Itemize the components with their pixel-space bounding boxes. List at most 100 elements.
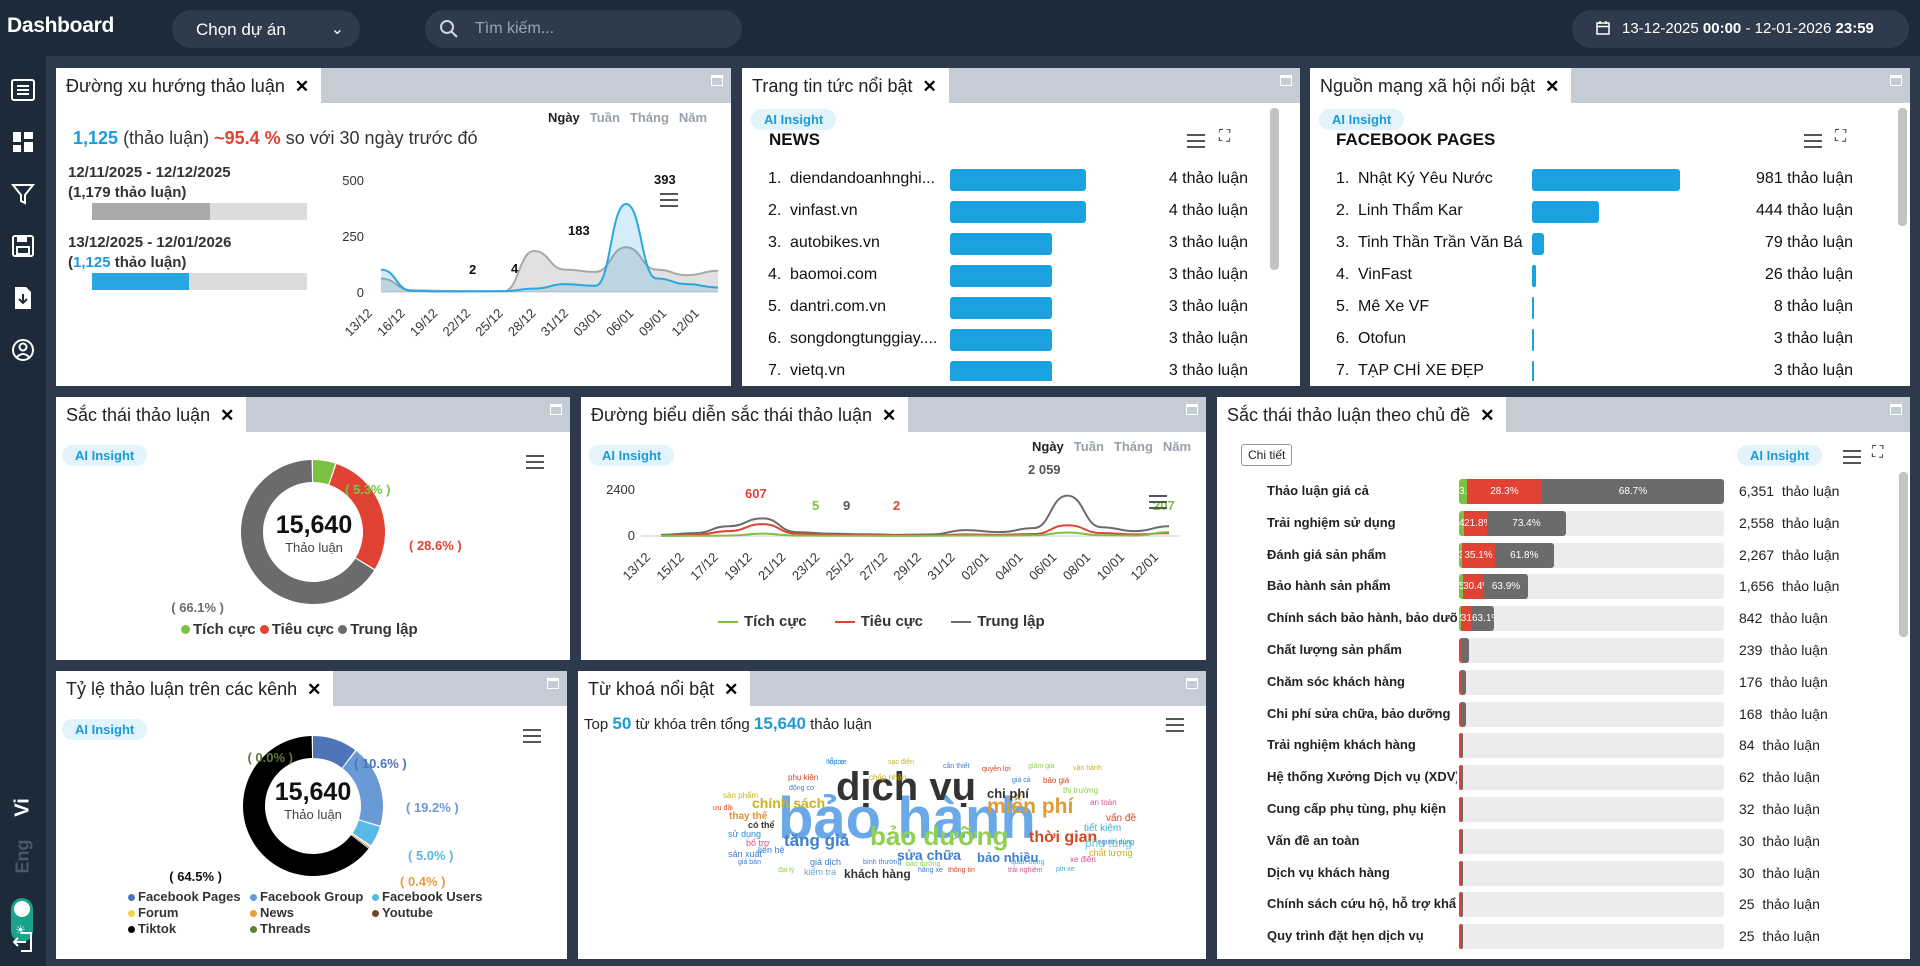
dashboard-icon[interactable] [9,128,37,156]
keyword[interactable]: quan trọng [1011,859,1045,866]
search-input[interactable] [475,18,725,40]
keyword[interactable]: giảm giá [1028,763,1055,770]
legend-item[interactable]: Facebook Users [372,889,492,905]
logout-icon[interactable] [9,928,37,956]
keyword[interactable]: chính sách [752,795,826,811]
list-item[interactable]: 1. diendandoanhnghi... 4 thảo luận [768,163,1268,195]
chart-menu-icon[interactable] [660,193,678,207]
keyword[interactable]: động cơ [789,785,815,792]
tab-day[interactable]: Ngày [1032,439,1064,454]
tab-year[interactable]: Năm [1162,439,1192,454]
search-box[interactable] [425,10,742,48]
legend-positive[interactable]: Tích cực [181,621,256,638]
keyword[interactable]: sạc điện [888,759,915,766]
keyword[interactable]: giá cả [1012,777,1031,784]
keyword[interactable]: sản phẩm [723,791,759,800]
keyword[interactable]: thông tin [948,867,975,874]
keyword[interactable]: miễn phí [987,795,1074,818]
fullscreen-icon[interactable]: ⛶ [1872,444,1884,461]
language-en[interactable]: Eng [12,839,33,874]
maximize-icon[interactable] [711,75,723,86]
legend-item[interactable]: Forum [128,905,250,921]
legend-negative[interactable]: Tiêu cực [834,613,923,630]
topic-row[interactable]: Chi phí sửa chữa, bảo dưỡng 168 thảo luận [1267,698,1887,730]
close-icon[interactable]: ✕ [882,406,897,425]
keyword[interactable]: hỗ trợ [826,759,845,766]
topic-row[interactable]: Chất lượng sản phẩm 239 thảo luận [1267,634,1887,666]
keyword[interactable]: ưu đãi [713,805,733,812]
close-icon[interactable]: ✕ [220,406,235,425]
list-item[interactable]: 7. TẠP CHÍ XE ĐẸP 3 thảo luận [1336,355,1881,381]
keyword[interactable]: bảo dưỡng [870,821,1009,851]
keyword[interactable]: vấn đề [1106,813,1137,824]
close-icon[interactable]: ✕ [724,680,739,699]
keyword[interactable]: thị trường [1063,786,1099,795]
maximize-icon[interactable] [547,678,559,689]
detail-button[interactable]: Chi tiết [1241,444,1293,466]
keyword[interactable]: quyền lợi [982,766,1011,773]
chart-menu-icon[interactable] [1149,495,1167,509]
maximize-icon[interactable] [1186,678,1198,689]
topic-row[interactable]: Dịch vụ khách hàng 30 thảo luận [1267,857,1887,889]
legend-item[interactable]: Youtube [372,905,492,921]
legend-item[interactable]: Facebook Pages [128,889,250,905]
keyword[interactable]: giá dịch [810,857,842,867]
legend-positive[interactable]: Tích cực [718,613,807,630]
tab-month[interactable]: Tháng [629,110,669,125]
user-icon[interactable] [9,336,37,364]
ai-insight-button[interactable]: AI Insight [589,445,675,466]
maximize-icon[interactable] [1890,404,1902,415]
list-item[interactable]: 6. Otofun 3 thảo luận [1336,323,1881,355]
scrollbar[interactable] [1899,472,1908,637]
keyword[interactable]: người dùng [1098,839,1135,846]
tab-day[interactable]: Ngày [548,110,580,125]
ai-insight-button[interactable]: AI Insight [1737,445,1823,466]
list-item[interactable]: 5. dantri.com.vn 3 thảo luận [768,291,1268,323]
keyword[interactable]: chất lượng [1089,848,1133,858]
keyword[interactable]: hãng xe [918,867,943,874]
keyword[interactable]: phụ kiện [788,773,819,782]
maximize-icon[interactable] [1186,404,1198,415]
tab-week[interactable]: Tuần [589,110,620,125]
keyword[interactable]: phụ tùng [1085,836,1132,850]
close-icon[interactable]: ✕ [1545,77,1560,96]
list-item[interactable]: 3. Tinh Thần Trần Văn Bá 79 thảo luận [1336,227,1881,259]
keyword[interactable]: tiết kiệm [1084,823,1122,834]
topic-row[interactable]: Trải nghiệm khách hàng 84 thảo luận [1267,729,1887,761]
close-icon[interactable]: ✕ [922,77,937,96]
keyword[interactable]: kiểm tra [804,867,837,877]
ai-insight-button[interactable]: AI Insight [1319,109,1405,130]
list-item[interactable]: 6. songdongtunggiay.... 3 thảo luận [768,323,1268,355]
download-icon[interactable] [9,284,37,312]
chart-menu-icon[interactable] [526,455,544,469]
topic-row[interactable]: Chính sách bảo hành, bảo dưỡng53163.1% 84… [1267,602,1887,634]
topic-row[interactable]: Chính sách cứu hộ, hỗ trợ khẩn cấp 25 thả… [1267,888,1887,920]
maximize-icon[interactable] [1280,75,1292,86]
list-menu-icon[interactable] [1804,134,1822,148]
keyword[interactable]: bình thường [863,859,902,866]
legend-neutral[interactable]: Trung lập [338,621,418,638]
topic-row[interactable]: Chăm sóc khách hàng 176 thảo luận [1267,666,1887,698]
theme-toggle[interactable]: ☀ [11,898,33,942]
keyword[interactable]: tăng giá [784,831,850,850]
keyword[interactable]: an toàn [1090,798,1117,807]
close-icon[interactable]: ✕ [1480,406,1495,425]
list-icon[interactable] [9,76,37,104]
project-select[interactable]: Chọn dự án ⌄ [172,10,360,48]
list-item[interactable]: 1. Nhật Ký Yêu Nước 981 thảo luận [1336,163,1881,195]
list-item[interactable]: 5. Mê Xe VF 8 thảo luận [1336,291,1881,323]
keyword[interactable]: chi phí [987,786,1029,801]
topic-row[interactable]: Bảo hành sản phẩm 530.4%63.9% 1,656 thảo l… [1267,570,1887,602]
chart-menu-icon[interactable] [1843,450,1861,464]
list-menu-icon[interactable] [1187,134,1205,148]
legend-item[interactable]: Tiktok [128,921,250,937]
scrollbar[interactable] [1898,108,1907,226]
maximize-icon[interactable] [550,404,562,415]
keyword[interactable]: thay thế [729,811,768,822]
topic-row[interactable]: Vấn đề an toàn 30 thảo luận [1267,825,1887,857]
keyword[interactable]: dịch vụ [836,765,977,809]
date-range-picker[interactable]: 13-12-2025 00:00 - 12-01-2026 23:59 [1572,10,1909,48]
tab-year[interactable]: Năm [678,110,708,125]
list-item[interactable]: 2. vinfast.vn 4 thảo luận [768,195,1268,227]
keyword[interactable]: bổ trợ [746,838,770,848]
